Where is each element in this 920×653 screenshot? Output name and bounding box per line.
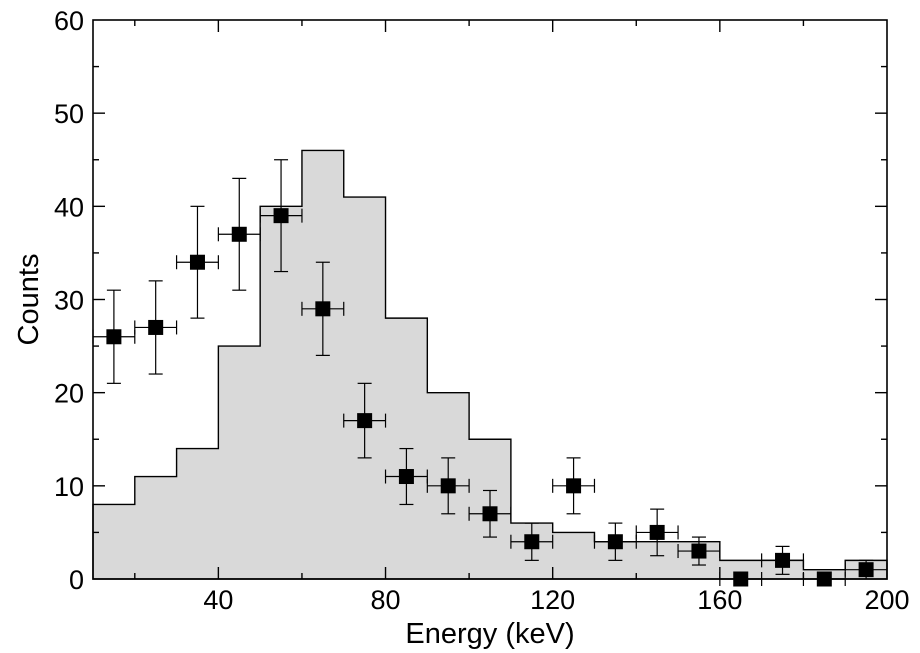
data-point bbox=[398, 469, 414, 485]
data-point bbox=[691, 543, 707, 559]
y-tick-label: 0 bbox=[69, 565, 84, 595]
data-point bbox=[148, 319, 164, 335]
data-point bbox=[273, 208, 289, 224]
x-tick-label: 160 bbox=[697, 585, 742, 615]
data-point bbox=[189, 254, 205, 270]
data-point bbox=[775, 552, 791, 568]
y-tick-label: 10 bbox=[54, 472, 84, 502]
x-tick-label: 40 bbox=[203, 585, 233, 615]
data-point bbox=[106, 329, 122, 345]
tick-labels: 40 80 120 160 200 0 10 20 30 40 50 60 bbox=[54, 6, 910, 615]
data-point bbox=[440, 478, 456, 494]
y-axis-label: Counts bbox=[13, 254, 45, 346]
data-point bbox=[607, 534, 623, 550]
y-tick-label: 40 bbox=[54, 192, 84, 222]
x-axis-label: Energy (keV) bbox=[405, 618, 574, 650]
data-point bbox=[482, 506, 498, 522]
x-tick-label: 120 bbox=[530, 585, 575, 615]
y-tick-label: 30 bbox=[54, 286, 84, 316]
x-tick-label: 80 bbox=[371, 585, 401, 615]
data-point bbox=[357, 413, 373, 429]
data-point bbox=[231, 226, 247, 242]
data-point bbox=[649, 524, 665, 540]
axis-ticks bbox=[93, 20, 887, 579]
data-point bbox=[524, 534, 540, 550]
y-tick-label: 20 bbox=[54, 379, 84, 409]
y-tick-label: 50 bbox=[54, 99, 84, 129]
data-point bbox=[566, 478, 582, 494]
x-tick-label: 200 bbox=[864, 585, 909, 615]
data-point bbox=[315, 301, 331, 317]
y-tick-label: 60 bbox=[54, 6, 84, 36]
data-point bbox=[858, 562, 874, 578]
